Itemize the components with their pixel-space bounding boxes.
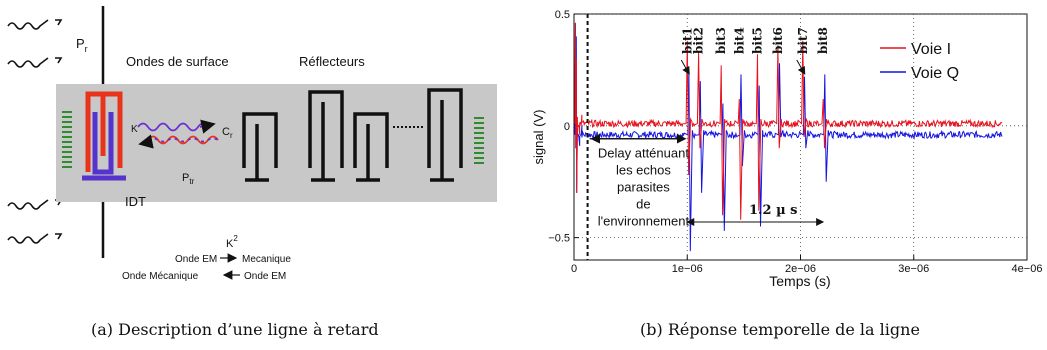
outgoing-wave-icon	[7, 199, 63, 244]
x-tick-label: 4e−06	[1012, 263, 1043, 275]
bit-label: bit2	[692, 27, 706, 54]
x-tick-label: 3e−06	[898, 263, 929, 275]
conversion-2-left: Onde Mécanique	[122, 271, 199, 282]
axes: 0 1e−06 2e−06 3e−06 4e−06 0.5 0 −0.5	[548, 9, 1042, 275]
x-tick-label: 2e−06	[785, 263, 816, 275]
label-k2: K2	[226, 234, 238, 250]
x-tick-label: 0	[571, 263, 577, 275]
label-reflectors: Réflecteurs	[299, 54, 365, 69]
idt-transducer	[82, 91, 126, 181]
absorber-right	[474, 117, 484, 164]
delay-annotation-line: Delay atténuant	[598, 146, 689, 161]
annotations: Delay atténuant les echos parasites de l'env…	[586, 14, 825, 260]
span-label: 1.2 µ s	[749, 203, 798, 218]
x-tick-label: 1e−06	[672, 263, 703, 275]
x-axis-label: Temps (s)	[769, 273, 830, 289]
label-cr: Cr	[222, 126, 233, 140]
conversion-2-right: Onde EM	[244, 271, 286, 282]
reflector-1	[242, 112, 278, 182]
incoming-wave-icon	[7, 19, 63, 68]
bit-label: bit1	[680, 27, 694, 54]
reflector-n	[427, 88, 463, 182]
delay-line-diagram: Pr	[7, 6, 497, 282]
label-pr: Pr	[76, 36, 88, 54]
arrow-forward	[199, 119, 216, 134]
label-idt: IDT	[125, 194, 146, 209]
legend-label-voie-i: Voie I	[911, 41, 951, 58]
label-k: K	[131, 124, 138, 135]
delay-annotation-line: les echos	[616, 163, 671, 178]
bit-label: bit6	[771, 27, 785, 54]
y-tick-label: 0.5	[555, 9, 570, 21]
reflector-3	[353, 112, 389, 182]
bit-label: bit3	[714, 27, 728, 54]
y-axis-label: signal (V)	[531, 110, 546, 165]
caption-a: (a) Description d’une ligne à retard	[91, 320, 379, 339]
series-voie-i	[574, 22, 1003, 220]
legend: Voie I Voie Q	[880, 41, 959, 82]
arrow-back	[138, 134, 154, 149]
surface-wave-icon	[137, 122, 219, 145]
conversion-1-left: Onde EM	[175, 254, 217, 265]
bit-label: bit4	[732, 27, 746, 54]
bit-label: bit8	[816, 27, 830, 54]
temporal-response-chart: 0 1e−06 2e−06 3e−06 4e−06 0.5 0 −0.5 Delay atté…	[531, 9, 1042, 289]
absorber-left	[62, 111, 72, 168]
delay-annotation-line: de	[636, 197, 650, 212]
delay-annotation-line: parasites	[617, 180, 670, 195]
bit-pointer-arrow	[680, 59, 690, 75]
bit-label: bit7	[796, 27, 810, 54]
y-tick-label: 0	[564, 121, 570, 133]
conversion-1-right: Mecanique	[242, 254, 291, 265]
y-tick-label: −0.5	[548, 233, 570, 245]
bit-pointer-arrow	[796, 59, 806, 75]
series-voie-q	[574, 22, 1003, 252]
label-surface-waves: Ondes de surface	[126, 54, 229, 69]
bit-label: bit5	[750, 27, 764, 54]
reflector-2	[308, 90, 344, 182]
line-voie-i	[574, 22, 1003, 220]
legend-label-voie-q: Voie Q	[911, 65, 959, 82]
caption-b: (b) Réponse temporelle de la ligne	[640, 320, 920, 339]
delay-annotation-line: l'environnement	[598, 214, 690, 229]
line-voie-q	[574, 22, 1003, 252]
label-ptr: Ptr	[182, 172, 195, 186]
